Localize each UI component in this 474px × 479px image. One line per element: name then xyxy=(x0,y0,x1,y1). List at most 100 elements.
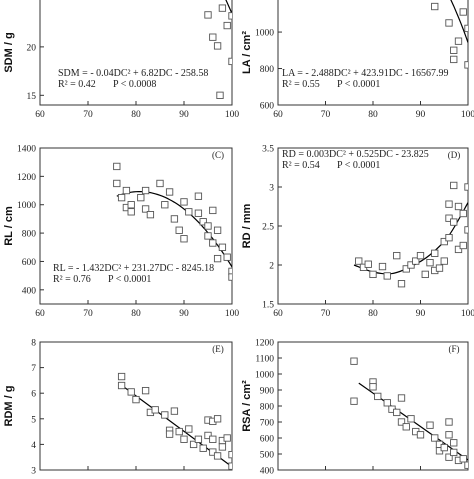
y-tick-label: 2.5 xyxy=(262,223,274,233)
data-point xyxy=(440,237,448,246)
y-tick-label: 7 xyxy=(31,364,36,374)
x-tick-label: 60 xyxy=(35,110,45,120)
y-tick-label: 1400 xyxy=(17,145,36,155)
data-point xyxy=(213,42,222,50)
data-point xyxy=(213,452,222,460)
data-point xyxy=(228,12,232,20)
data-point xyxy=(454,37,463,45)
data-point xyxy=(464,461,468,469)
x-tick-label: 70 xyxy=(321,110,331,120)
data-point xyxy=(450,448,458,457)
data-point xyxy=(459,455,467,463)
data-point xyxy=(228,273,232,281)
x-tick-label: 70 xyxy=(321,309,331,319)
y-tick-label: 500 xyxy=(260,451,275,461)
data-point xyxy=(223,253,231,261)
data-point xyxy=(464,226,468,234)
data-point xyxy=(459,8,467,16)
p-value-rd: P < 0.0001 xyxy=(337,160,380,171)
data-point xyxy=(369,383,377,391)
panel-letter-rsa: (F) xyxy=(449,344,460,354)
data-point xyxy=(170,407,179,415)
data-point xyxy=(137,193,145,202)
plot-area-sdm xyxy=(204,0,232,99)
data-point xyxy=(180,198,188,206)
data-point xyxy=(209,448,217,456)
data-point xyxy=(185,208,193,216)
data-point xyxy=(199,218,207,226)
y-axis-label-rd: RD / mm xyxy=(241,203,253,248)
data-point xyxy=(416,251,425,260)
x-tick-label: 80 xyxy=(368,110,378,120)
data-point xyxy=(117,381,126,390)
regression-equation-rd: RD = 0.003DC² + 0.525DC - 23.825 xyxy=(282,149,429,160)
r-squared-rl: R² = 0.76 xyxy=(53,274,91,285)
data-point xyxy=(402,423,410,431)
data-point xyxy=(161,411,169,419)
data-point xyxy=(445,200,453,208)
data-point xyxy=(127,201,135,209)
x-tick-label: 80 xyxy=(368,309,378,319)
panel-rl: 60 70 80 90 100 400 600 800 1000 1200 1400 RL / cm (… xyxy=(3,145,239,320)
y-axis-label-rdm: RDM / g xyxy=(3,386,15,427)
data-point xyxy=(216,91,224,99)
y-tick-label: 800 xyxy=(22,230,37,240)
y-tick-label: 3 xyxy=(31,467,36,475)
p-value-rl: P < 0.0001 xyxy=(108,274,151,285)
y-tick-label: 5 xyxy=(31,415,36,425)
y-tick-label: 800 xyxy=(260,403,275,413)
regression-equation-rl: RL = - 1.432DC² + 231.27DC - 8245.18 xyxy=(53,263,214,274)
data-point xyxy=(204,232,212,240)
plot-area-rl xyxy=(113,162,232,281)
data-point xyxy=(421,270,429,279)
r-squared-sdm: R² = 0.42 xyxy=(58,79,96,90)
data-point xyxy=(161,201,169,209)
y-tick-label: 4 xyxy=(31,441,36,451)
data-point xyxy=(393,408,401,417)
r-squared-rd: R² = 0.54 xyxy=(282,160,320,171)
data-point xyxy=(151,406,159,414)
y-tick-label: 1100 xyxy=(255,355,274,365)
data-point xyxy=(459,241,467,250)
data-point xyxy=(156,179,164,188)
data-point xyxy=(402,265,410,273)
data-point xyxy=(204,11,212,19)
y-tick-label: 3 xyxy=(269,184,274,194)
data-point xyxy=(165,430,174,438)
data-point xyxy=(464,183,468,191)
data-point xyxy=(141,386,150,395)
plot-area-rsa xyxy=(350,357,468,469)
data-point xyxy=(209,435,217,443)
data-point xyxy=(397,280,406,288)
data-point xyxy=(450,181,458,190)
data-point xyxy=(223,21,231,30)
data-point xyxy=(445,214,453,222)
data-point xyxy=(397,394,406,402)
data-point xyxy=(445,431,453,439)
data-point xyxy=(194,435,203,443)
data-point xyxy=(440,443,448,452)
data-point xyxy=(426,421,434,429)
y-tick-label: 20 xyxy=(27,43,37,53)
data-point xyxy=(127,388,135,396)
data-point xyxy=(440,257,448,265)
data-point xyxy=(445,453,453,461)
data-point xyxy=(132,395,140,404)
data-point xyxy=(204,431,212,440)
y-tick-label: 400 xyxy=(22,286,37,296)
y-axis-label-la: LA / cm² xyxy=(241,31,253,74)
y-axis-label-rsa: RSA / cm² xyxy=(241,380,253,432)
plot-frame-rd xyxy=(277,147,469,305)
data-point xyxy=(350,397,358,405)
y-tick-label: 6 xyxy=(31,390,36,400)
data-point xyxy=(141,205,150,213)
data-point xyxy=(369,270,377,279)
data-point xyxy=(431,2,439,11)
data-point xyxy=(228,57,232,66)
data-point xyxy=(209,206,217,215)
x-tick-label: 90 xyxy=(416,309,426,319)
data-point xyxy=(209,33,217,41)
y-tick-label: 700 xyxy=(260,419,275,429)
x-tick-label: 90 xyxy=(179,309,189,319)
